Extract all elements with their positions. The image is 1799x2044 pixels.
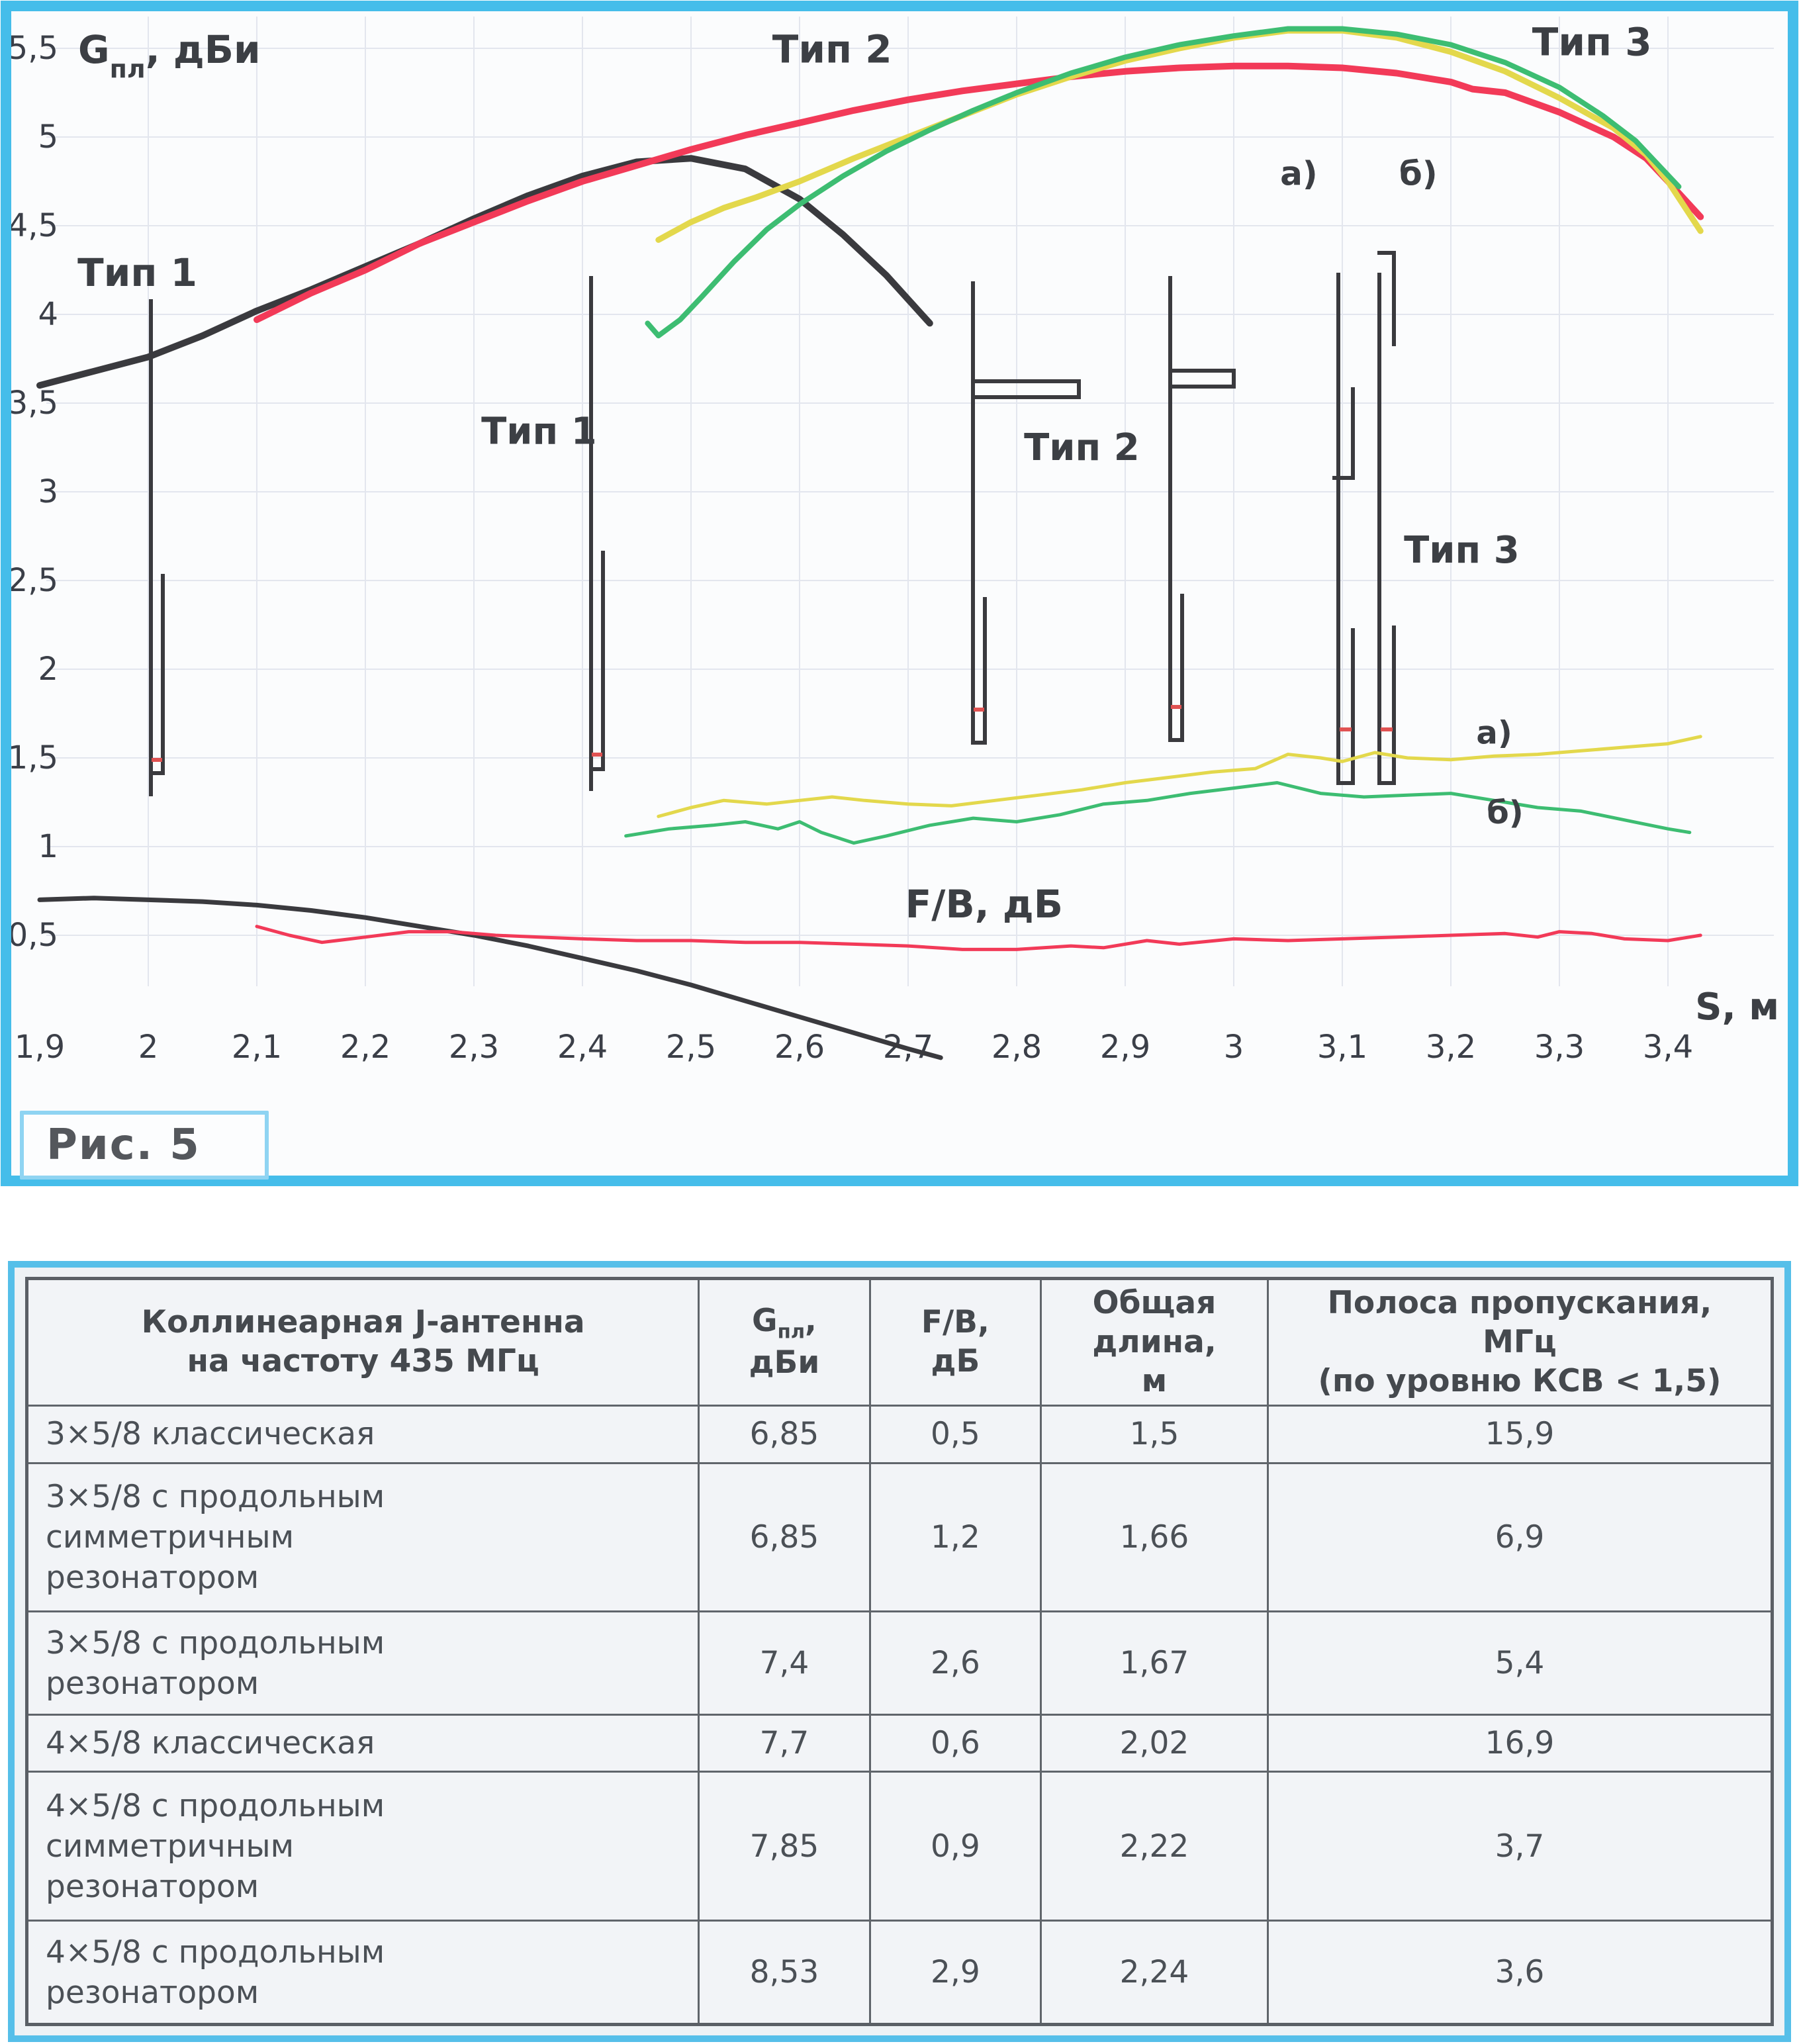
x-tick-label: 2,3 [449,1029,499,1066]
length-cell: 1,66 [1040,1462,1269,1613]
y-tick-label: 4 [38,296,58,333]
x-tick-label: 3 [1224,1029,1244,1066]
figure-caption: Рис. 5 [46,1121,201,1170]
gain-cell: 7,4 [698,1610,871,1716]
y-tick-label: 2 [38,651,58,688]
x-tick-label: 3,4 [1643,1029,1693,1066]
table-row-3: 3×5/8 с продольным резонатором 7,4 2,6 1,67… [25,1610,1774,1716]
fb-cell: 0,6 [868,1714,1042,1773]
table-row-6: 4×5/8 с продольным резонатором 8,53 2,9 2,2… [25,1920,1774,2025]
header-antenna-name: Коллинеарная J-антенна на частоту 435 МГ… [25,1277,700,1407]
length-cell: 2,24 [1040,1920,1269,2025]
x-tick-label: 2,4 [557,1029,608,1066]
fb-cell: 0,9 [868,1771,1042,1922]
header-gain: Gпл, дБи [698,1277,871,1407]
table-row-4: 4×5/8 классическая 7,7 0,6 2,02 16,9 [25,1714,1774,1773]
antenna-name-cell: 3×5/8 классическая [25,1405,700,1464]
antenna-name-cell: 4×5/8 классическая [25,1714,700,1773]
gain-cell: 8,53 [698,1920,871,2025]
fb-cell: 0,5 [868,1405,1042,1464]
fb-cell: 2,9 [868,1920,1042,2025]
table-row-5: 4×5/8 с продольным симметричным резонато… [25,1771,1774,1922]
x-tick-label: 2 [138,1029,159,1066]
antenna-name-cell: 4×5/8 с продольным резонатором [25,1920,700,2025]
length-cell: 2,22 [1040,1771,1269,1922]
y-tick-label: 2,5 [8,562,58,599]
gain-cell: 6,85 [698,1462,871,1613]
annotation-a-diagram-label: а) [1280,154,1318,193]
table-row-1: 3×5/8 классическая 6,85 0,5 1,5 15,9 [25,1405,1774,1464]
header-total-length: Общая длина, м [1040,1277,1269,1407]
x-tick-label: 2,2 [340,1029,391,1066]
length-cell: 1,67 [1040,1610,1269,1716]
x-tick-label: 2,6 [774,1029,825,1066]
series-tip2-fb [255,925,1702,951]
x-tick-label: 2,1 [232,1029,282,1066]
x-tick-label: 2,8 [992,1029,1042,1066]
antenna-type2-diagram-top-arm [971,379,1081,399]
bandwidth-cell: 16,9 [1266,1714,1774,1773]
annotation-tip2-curve-label: Тип 2 [772,26,892,71]
gain-cell: 7,85 [698,1771,871,1922]
antenna-spec-table: Коллинеарная J-антенна на частоту 435 МГ… [25,1277,1774,2026]
antenna-spec-table-panel: Коллинеарная J-антенна на частоту 435 МГ… [8,1261,1791,2042]
annotation-tip1-diagram-label: Тип 1 [481,410,597,453]
annotation-b-diagram-label: б) [1399,154,1438,193]
gain-cell: 6,85 [698,1405,871,1464]
header-bandwidth: Полоса пропускания, МГц (по уровню КСВ <… [1266,1277,1774,1407]
y-tick-label: 4,5 [8,207,58,244]
annotation-tip3-curve-label: Тип 3 [1532,20,1652,65]
x-tick-label: 3,3 [1534,1029,1585,1066]
x-tick-label: 2,5 [666,1029,716,1066]
y-tick-label: 3,5 [8,385,58,422]
bandwidth-cell: 3,7 [1266,1771,1774,1922]
y-axis-title: Gпл, дБи [78,27,261,83]
annotation-tip3-diagram-label: Тип 3 [1404,529,1520,572]
bandwidth-cell: 15,9 [1266,1405,1774,1464]
y-tick-label: 1,5 [8,739,58,776]
fb-cell: 2,6 [868,1610,1042,1716]
annotation-b-fb-curve-label: б) [1487,794,1523,831]
header-fb: F/B, дБ [868,1277,1042,1407]
series-tip3a-fb [657,735,1702,818]
chart-frame [1,1,1798,1186]
y-tick-label: 5 [38,118,58,156]
length-cell: 1,5 [1040,1405,1269,1464]
annotation-tip2-diagram-label: Тип 2 [1024,426,1140,469]
y-tick-label: 5,5 [8,30,58,67]
series-tip3b-fb [624,781,1692,845]
figure-caption-box: Рис. 5 [20,1111,269,1180]
gain-fb-chart: 5,5 5 4,5 4 3,5 3 2,5 2 1,5 1 0,5 1,9 2 2,1 2,2 2,3 2,4 2… [0,0,1799,1187]
bandwidth-cell: 6,9 [1266,1462,1774,1613]
x-axis-title: S, м [1695,986,1779,1029]
fb-cell: 1,2 [868,1462,1042,1613]
y-tick-label: 1 [38,828,58,865]
x-tick-label: 3,2 [1426,1029,1476,1066]
antenna-type2b-diagram-top-arm [1168,369,1236,389]
gain-cell: 7,7 [698,1714,871,1773]
antenna-name-cell: 3×5/8 с продольным резонатором [25,1610,700,1716]
series-tip3b-gain [645,26,1682,339]
y-tick-label: 3 [38,473,58,510]
antenna-name-cell: 3×5/8 с продольным симметричным резонато… [25,1462,700,1613]
bandwidth-cell: 5,4 [1266,1610,1774,1716]
gain-fb-chart-panel: 5,5 5 4,5 4 3,5 3 2,5 2 1,5 1 0,5 1,9 2 2,1 2,2 2,3 2,4 2… [0,0,1799,1187]
x-tick-label: 1,9 [15,1029,65,1066]
annotation-a-fb-curve-label: а) [1476,715,1512,752]
y-tick-label: 0,5 [8,917,58,954]
x-tick-label: 3,1 [1317,1029,1367,1066]
series-tip1-fb [37,896,943,1060]
series-tip3a-gain [655,27,1704,243]
length-cell: 2,02 [1040,1714,1269,1773]
chart-background [0,0,1799,1187]
bandwidth-cell: 3,6 [1266,1920,1774,2025]
antenna-name-cell: 4×5/8 с продольным симметричным резонато… [25,1771,700,1922]
series-tip1-gain [36,155,933,389]
annotation-tip1-curve-label: Тип 1 [77,250,197,295]
table-row-2: 3×5/8 с продольным симметричным резонато… [25,1462,1774,1613]
x-tick-label: 2,9 [1100,1029,1150,1066]
annotation-fb-axis-label: F/B, дБ [905,882,1063,927]
